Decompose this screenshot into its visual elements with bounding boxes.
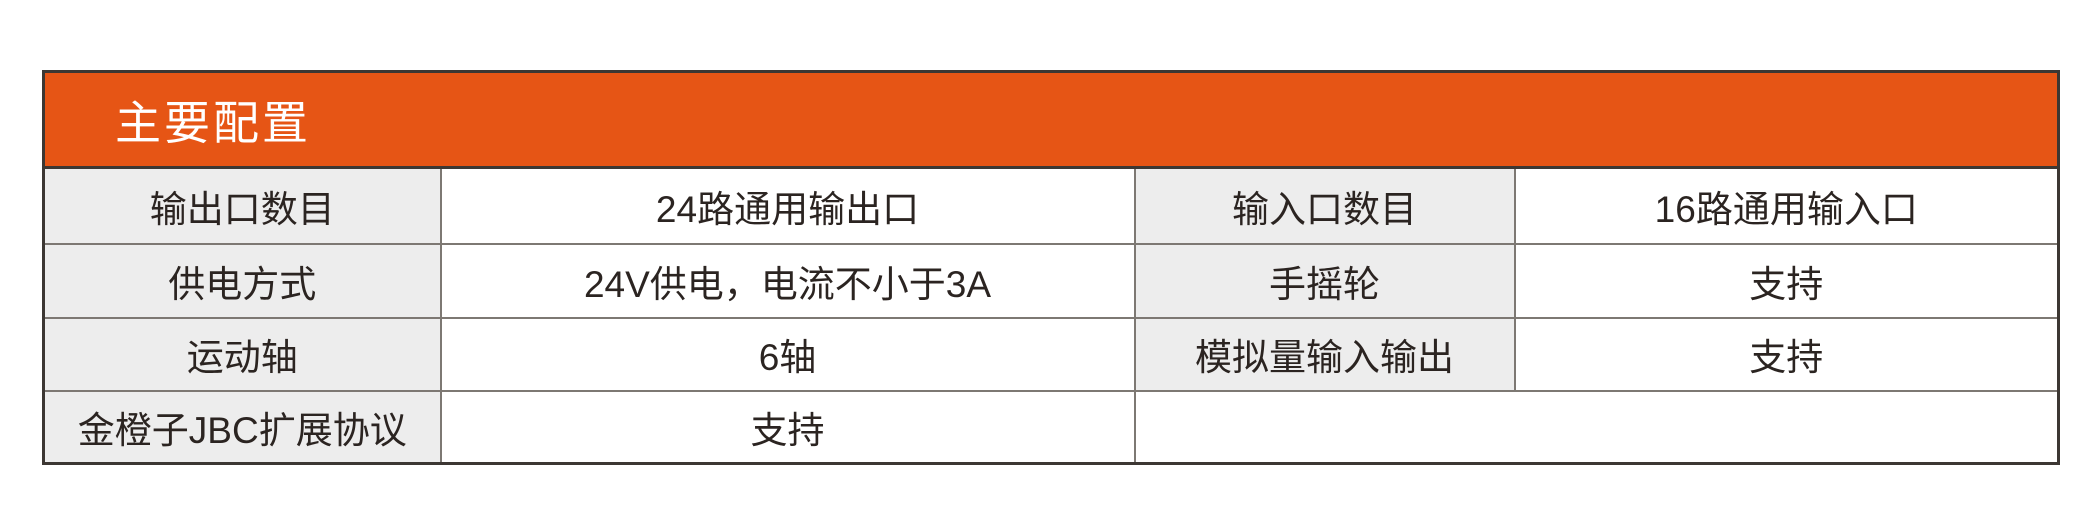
- spec-label-analog-io: 模拟量输入输出: [1133, 316, 1516, 392]
- table-title: 主要配置: [42, 70, 2060, 169]
- spec-label-power-supply: 供电方式: [42, 242, 442, 319]
- table-row: 供电方式 24V供电，电流不小于3A 手摇轮 支持: [42, 242, 2060, 319]
- spec-table: 主要配置 输出口数目 24路通用输出口 输入口数目 16路通用输入口 供电方式 …: [42, 70, 2060, 465]
- spec-value-motion-axes: 6轴: [439, 316, 1136, 392]
- spec-value-output-count: 24路通用输出口: [439, 166, 1136, 245]
- spec-label-output-count: 输出口数目: [42, 166, 442, 245]
- spec-value-input-count: 16路通用输入口: [1513, 166, 2060, 245]
- table-row: 输出口数目 24路通用输出口 输入口数目 16路通用输入口: [42, 166, 2060, 245]
- spec-value-jbc-protocol: 支持: [439, 389, 1136, 465]
- spec-value-power-supply: 24V供电，电流不小于3A: [439, 242, 1136, 319]
- spec-label-handwheel: 手摇轮: [1133, 242, 1516, 319]
- table-header-row: 主要配置: [42, 70, 2060, 169]
- table-row: 运动轴 6轴 模拟量输入输出 支持: [42, 316, 2060, 392]
- spec-value-analog-io: 支持: [1513, 316, 2060, 392]
- spec-value-handwheel: 支持: [1513, 242, 2060, 319]
- table-row: 金橙子JBC扩展协议 支持: [42, 389, 2060, 465]
- spec-label-motion-axes: 运动轴: [42, 316, 442, 392]
- spec-label-jbc-protocol: 金橙子JBC扩展协议: [42, 389, 442, 465]
- empty-cell: [1133, 389, 2060, 465]
- spec-label-input-count: 输入口数目: [1133, 166, 1516, 245]
